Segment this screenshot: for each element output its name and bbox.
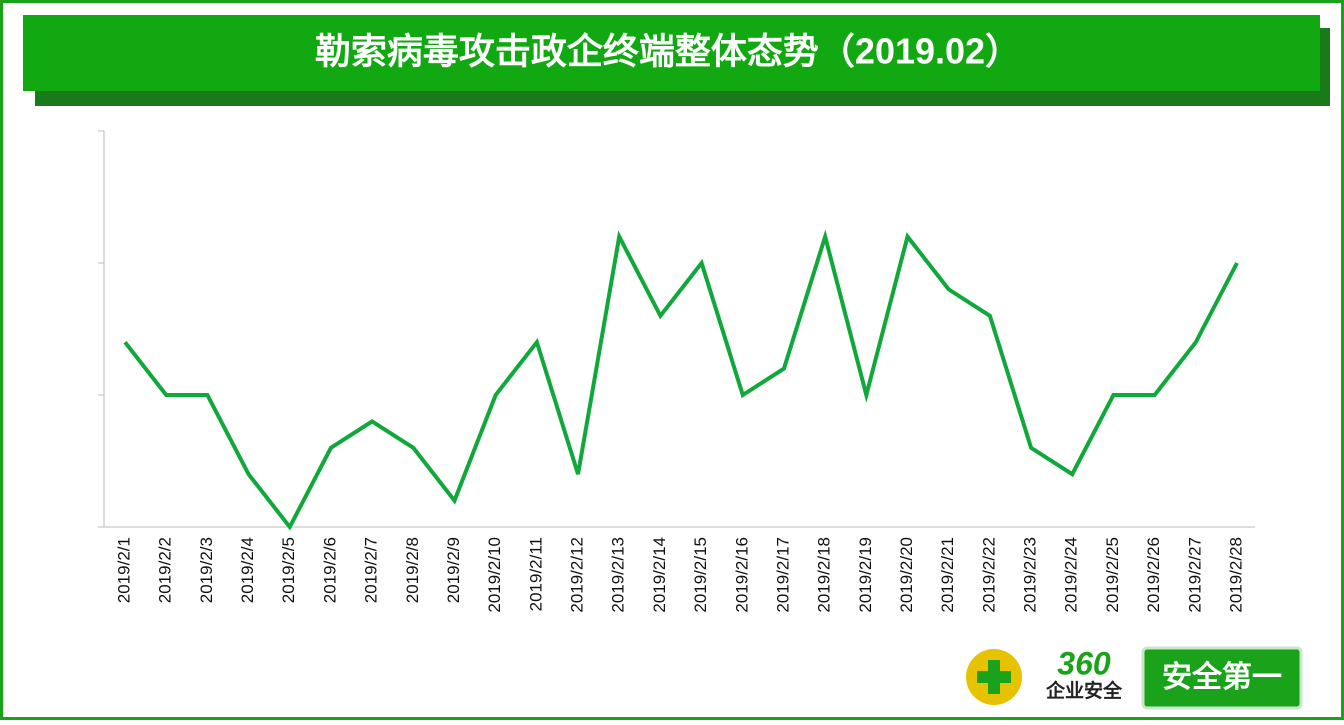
x-tick-label: 2019/2/4 bbox=[238, 537, 257, 603]
x-tick-label: 2019/2/11 bbox=[526, 537, 545, 611]
logo-badge-text: 安全第一 bbox=[1162, 660, 1282, 694]
x-tick-label: 2019/2/22 bbox=[979, 537, 998, 613]
x-tick-label: 2019/2/1 bbox=[114, 537, 133, 603]
x-tick-label: 2019/2/23 bbox=[1021, 537, 1040, 613]
x-tick-label: 2019/2/13 bbox=[609, 537, 628, 613]
x-tick-label: 2019/2/21 bbox=[938, 537, 957, 613]
x-tick-label: 2019/2/3 bbox=[197, 537, 216, 603]
banner bbox=[23, 15, 1320, 91]
x-tick-label: 2019/2/26 bbox=[1144, 537, 1163, 613]
logo-subtitle: 企业安全 bbox=[1045, 679, 1123, 702]
x-tick-label: 2019/2/18 bbox=[815, 537, 834, 613]
logo-cross bbox=[977, 660, 1011, 694]
x-tick-label: 2019/2/10 bbox=[485, 537, 504, 613]
x-tick-label: 2019/2/15 bbox=[691, 537, 710, 613]
x-tick-label: 2019/2/20 bbox=[897, 537, 916, 613]
x-tick-label: 2019/2/25 bbox=[1103, 537, 1122, 613]
logo-number: 360 bbox=[1057, 645, 1111, 681]
x-tick-label: 2019/2/6 bbox=[320, 537, 339, 603]
x-tick-label: 2019/2/12 bbox=[568, 537, 587, 613]
x-tick-label: 2019/2/7 bbox=[362, 537, 381, 603]
chart-title: 勒索病毒攻击政企终端整体态势（2019.02） bbox=[315, 31, 1021, 72]
x-tick-label: 2019/2/5 bbox=[279, 537, 298, 603]
x-tick-label: 2019/2/27 bbox=[1185, 537, 1204, 613]
logo: 360 企业安全 安全第一 bbox=[966, 645, 1303, 710]
x-tick-label: 2019/2/17 bbox=[773, 537, 792, 613]
x-tick-label: 2019/2/14 bbox=[650, 537, 669, 613]
x-tick-label: 2019/2/8 bbox=[403, 537, 422, 603]
x-tick-label: 2019/2/28 bbox=[1226, 537, 1245, 613]
x-tick-label: 2019/2/9 bbox=[444, 537, 463, 603]
data-line bbox=[123, 229, 1239, 531]
logo-badge bbox=[1141, 646, 1303, 710]
x-tick-label: 2019/2/16 bbox=[732, 537, 751, 613]
x-tick-label: 2019/2/24 bbox=[1062, 537, 1081, 613]
x-tick-label: 2019/2/19 bbox=[856, 537, 875, 613]
x-tick-label: 2019/2/2 bbox=[156, 537, 175, 603]
